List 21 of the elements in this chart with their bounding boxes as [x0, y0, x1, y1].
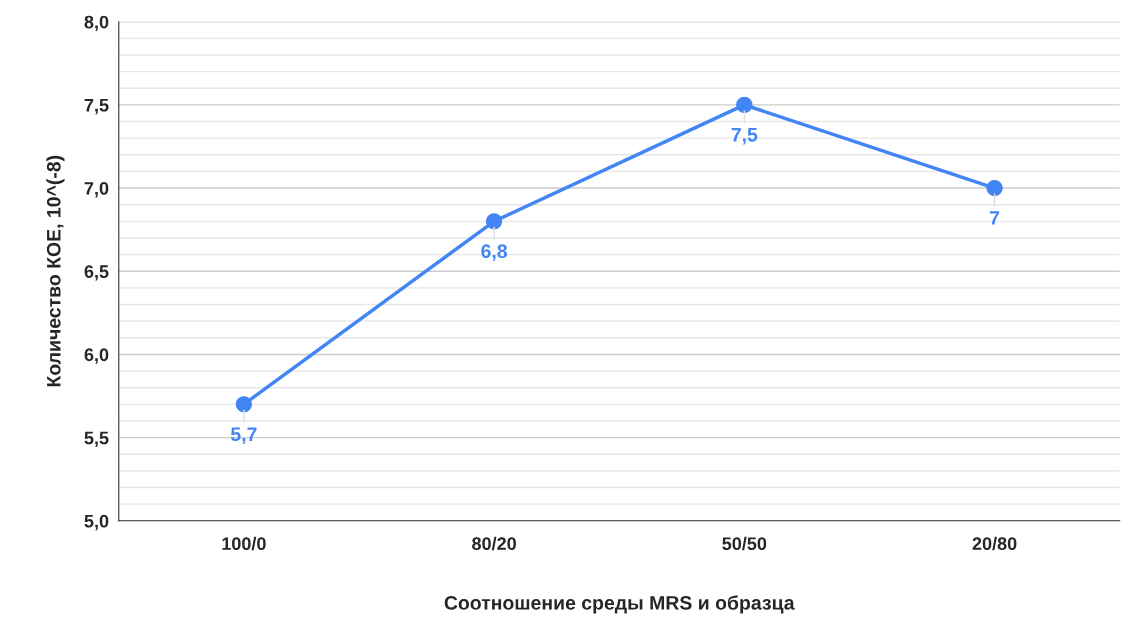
y-tick-label: 7,0 [84, 182, 109, 198]
point [235, 396, 253, 413]
point [736, 96, 753, 114]
y-tick-label: 6,0 [84, 348, 109, 364]
point [986, 179, 1003, 197]
x-tick-label: 100/0 [222, 536, 266, 551]
y-tick-label: 6,5 [84, 265, 109, 281]
x-tick-label: 80/20 [472, 536, 516, 551]
data-label: 5,7 [230, 427, 257, 444]
y-tick-label: 7,5 [84, 99, 109, 115]
x-axis-title: Соотношение среды MRS и образца [444, 595, 795, 614]
data-label: 7,5 [731, 128, 758, 145]
data-label: 6,8 [481, 244, 508, 261]
point [485, 213, 503, 230]
x-tick-label: 50/50 [722, 536, 767, 551]
y-tick-label: 5,5 [84, 431, 109, 447]
x-tick-label: 20/80 [972, 536, 1017, 551]
y-axis-title: Количество КОЕ, 10^(-8) [46, 155, 65, 387]
y-tick-label: 8,0 [84, 15, 109, 32]
data-label: 7 [990, 211, 1000, 225]
y-tick-label: 5,0 [84, 514, 109, 531]
